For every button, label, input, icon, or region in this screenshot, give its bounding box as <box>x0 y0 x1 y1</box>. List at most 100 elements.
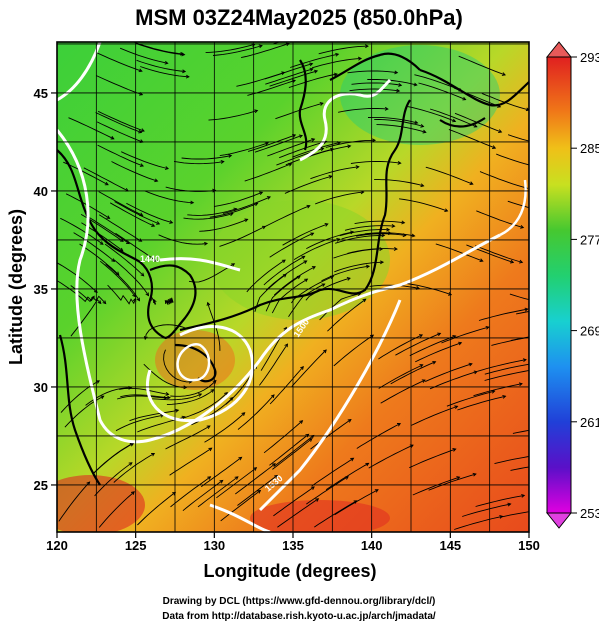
streamline-arrowhead <box>212 379 217 384</box>
streamline-arrowhead <box>138 238 143 242</box>
streamline <box>140 66 189 78</box>
y-axis-label: Latitude (degrees) <box>6 209 26 365</box>
colorbar-ticks: 293 285 277 269 261 253 <box>571 50 599 521</box>
streamline-arrowhead <box>541 453 544 456</box>
streamline-arrowhead <box>138 129 143 134</box>
streamline-arrowhead <box>86 481 91 486</box>
streamline-arrowhead <box>190 200 195 205</box>
x-axis-label: Longitude (degrees) <box>203 561 376 581</box>
streamline <box>411 405 458 426</box>
streamline <box>170 380 217 397</box>
streamline <box>152 393 202 401</box>
streamline-arrowhead <box>204 241 209 246</box>
streamline-arrowhead <box>285 42 290 47</box>
streamline <box>116 395 167 400</box>
streamline <box>137 492 176 526</box>
streamline-arrowhead <box>111 258 116 262</box>
streamline-arrowhead <box>153 258 158 262</box>
streamline-arrowhead <box>206 301 211 306</box>
streamline <box>263 255 305 286</box>
streamline-arrowhead <box>164 60 169 65</box>
streamline-arrowhead <box>166 395 171 400</box>
streamline <box>204 412 245 443</box>
streamline-arrowhead <box>472 472 477 477</box>
streamline <box>284 175 332 194</box>
streamline-arrowhead <box>396 423 402 427</box>
streamline-arrowhead <box>411 233 416 238</box>
streamline <box>310 166 359 180</box>
streamline-arrowhead <box>468 362 473 367</box>
credit-drawing: Drawing by DCL (https://www.gfd-dennou.o… <box>163 596 436 607</box>
streamline <box>412 476 460 496</box>
streamline-arrowhead <box>397 161 402 165</box>
streamline <box>247 134 296 152</box>
streamline <box>473 383 523 397</box>
streamline <box>448 128 496 149</box>
streamline <box>305 277 351 301</box>
streamline <box>235 463 276 495</box>
streamline <box>98 491 135 528</box>
streamline <box>327 298 366 332</box>
streamline-arrowhead <box>391 224 396 228</box>
streamline <box>475 245 523 263</box>
streamline <box>95 75 143 96</box>
streamline <box>264 205 310 228</box>
streamline-arrowhead <box>347 418 352 423</box>
streamline <box>314 500 358 528</box>
colorbar-tick-label: 261 <box>580 415 599 430</box>
streamline-arrowhead <box>324 223 329 227</box>
streamline <box>181 155 232 160</box>
streamline-arrowhead <box>537 334 540 337</box>
streamline-arrowhead <box>346 277 351 281</box>
streamline <box>263 420 303 454</box>
streamline <box>99 260 136 297</box>
streamline-arrowhead <box>507 502 512 507</box>
streamline-arrowhead <box>518 382 523 387</box>
streamline <box>302 145 351 160</box>
streamline <box>367 78 417 86</box>
streamline-arrowhead <box>452 334 457 339</box>
streamline-arrowhead <box>154 178 159 183</box>
streamline <box>237 475 278 506</box>
colorbar-tick-label: 277 <box>580 232 599 247</box>
streamline-arrowhead <box>462 96 467 101</box>
hot-patch-south <box>250 500 390 532</box>
streamline <box>429 108 477 128</box>
streamline <box>407 106 456 122</box>
streamline <box>121 151 169 170</box>
x-tick-label: 145 <box>439 538 461 553</box>
streamline-arrowhead <box>282 273 287 278</box>
streamline <box>462 503 511 517</box>
streamline-arrowhead <box>241 412 246 416</box>
streamline <box>200 456 242 488</box>
streamline <box>479 171 528 189</box>
streamline <box>364 232 415 237</box>
streamline <box>477 359 527 372</box>
streamline <box>390 361 436 385</box>
streamline <box>158 234 208 245</box>
streamline <box>374 179 424 187</box>
streamline-arrowhead <box>333 72 338 77</box>
streamline-arrowhead <box>485 325 490 330</box>
y-tick-label: 30 <box>34 380 48 395</box>
streamline-arrowhead <box>281 71 286 76</box>
streamline <box>425 363 473 383</box>
streamline-arrowhead <box>371 138 377 143</box>
streamline-arrowhead <box>328 175 333 179</box>
streamline-arrowhead <box>181 52 186 57</box>
streamline <box>311 57 362 69</box>
streamline-arrowhead <box>238 456 243 461</box>
streamline <box>484 370 529 381</box>
streamline-arrowhead <box>499 514 504 519</box>
streamline <box>321 265 370 282</box>
streamline-arrowhead <box>206 425 211 429</box>
streamline <box>150 295 157 305</box>
streamline <box>85 387 132 406</box>
streamline <box>494 455 529 465</box>
streamline <box>507 200 529 209</box>
streamline <box>199 218 248 232</box>
streamline-arrowhead <box>181 415 186 420</box>
streamline <box>119 47 168 64</box>
streamline-arrowhead <box>97 300 102 305</box>
